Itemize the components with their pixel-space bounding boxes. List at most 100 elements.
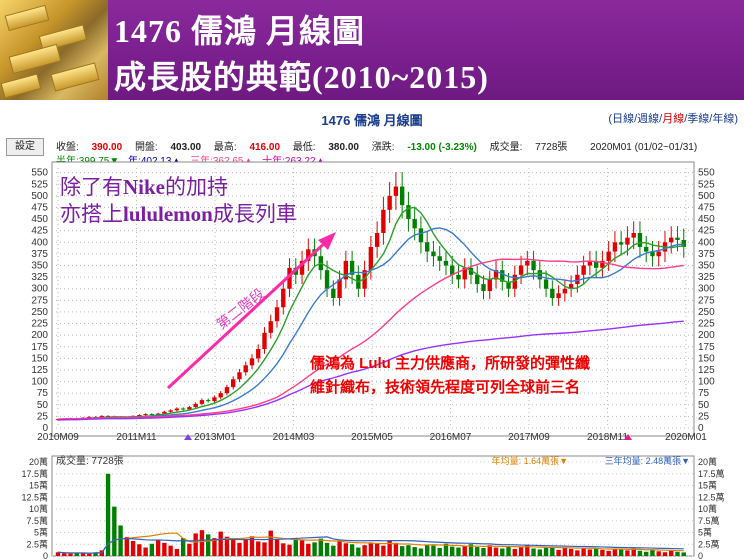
candle-body (193, 403, 198, 408)
settings-button[interactable]: 設定 (6, 138, 44, 156)
ma-year-line (57, 227, 684, 420)
volume-bar (506, 546, 511, 556)
price-tick-left: 350 (31, 261, 48, 272)
volume-bar (562, 547, 568, 556)
price-stats: 收盤: 390.00 開盤: 403.00 最高: 416.00 最低: 380… (56, 142, 698, 153)
candle-body (556, 293, 561, 298)
volume-avg-year-line (57, 532, 684, 554)
volume-bar (180, 538, 186, 556)
volume-bar (681, 552, 686, 556)
price-tick-right: 100 (698, 377, 715, 388)
price-tick-right: 525 (698, 179, 715, 190)
period-selector: (日線/週線/月線/季線/年線) (608, 113, 738, 125)
volume-bar (568, 548, 574, 556)
volume-tick-left: 5萬 (34, 527, 48, 538)
candle-body (324, 270, 330, 289)
volume-tick-left: 17.5萬 (21, 468, 48, 479)
price-tick-right: 25 (698, 411, 710, 422)
volume-bar (631, 548, 636, 556)
volume-bar (625, 550, 630, 556)
marker-triangle (184, 434, 192, 440)
period-daily[interactable]: 日線 (612, 113, 635, 125)
volume-bar (493, 547, 499, 556)
candle-body (568, 284, 574, 289)
annotation-nike: 除了有Nike的加持 亦搭上lululemon成長列車 (60, 175, 297, 226)
volume-tick-right: 15萬 (698, 480, 717, 491)
candle-body (249, 358, 255, 366)
volume-bar (80, 553, 86, 556)
volume-bar (481, 548, 486, 556)
volume-bar (356, 547, 361, 556)
period-yearly[interactable]: 年線 (712, 113, 735, 125)
volume-bar (55, 552, 61, 556)
candle-body (669, 237, 674, 243)
price-tick-left: 25 (37, 411, 49, 422)
annotation-lulu: 儒鴻為 Lulu 主力供應商，所研發的彈性纖 維針織布，技術領先程度可列全球前三… (310, 355, 590, 396)
price-tick-left: 275 (31, 295, 48, 306)
volume-bar (312, 542, 317, 556)
volume-bar (606, 550, 611, 556)
volume-bar (112, 506, 117, 556)
volume-bar (155, 539, 161, 556)
volume-bar (205, 534, 211, 556)
volume-bar (424, 544, 430, 556)
period-quarterly[interactable]: 季線 (687, 113, 710, 125)
volume-bar (456, 547, 461, 556)
candle-body (105, 415, 111, 417)
price-tick-left: 100 (31, 377, 48, 388)
marker-triangle (624, 434, 632, 440)
candle-body (218, 393, 223, 398)
price-tick-left: 175 (31, 342, 48, 353)
volume-bar (500, 548, 505, 556)
candle-body (493, 270, 499, 280)
chart-title: 1476 儒鴻 月線圖 (321, 113, 423, 128)
volume-bar (618, 549, 624, 556)
volume-tick-left: 2.5萬 (26, 538, 48, 549)
volume-bar (249, 536, 255, 556)
volume-bar (337, 541, 342, 556)
price-tick-right: 325 (698, 272, 715, 283)
candle-body (500, 270, 505, 282)
volume-tick-right: 12.5萬 (698, 491, 725, 502)
x-tick-label: 2010M09 (37, 432, 79, 443)
volume-bar (349, 544, 355, 556)
volume-avg-three-year-line (57, 536, 684, 554)
volume-bar (287, 544, 292, 556)
candle-body (518, 265, 524, 275)
candle-body (418, 228, 424, 243)
volume-label: 成交量: 7728張 (56, 454, 124, 467)
period-monthly[interactable]: 月線 (662, 113, 685, 125)
candle-body (331, 288, 336, 298)
open-value: 403.00 (170, 142, 202, 153)
trend-arrow (166, 238, 330, 390)
volume-bar (212, 538, 217, 556)
price-tick-left: 200 (31, 330, 48, 341)
candle-body (550, 288, 555, 298)
price-plot-area (51, 161, 695, 437)
volume-bar (143, 547, 148, 556)
candle-body (306, 249, 311, 261)
period-range: 2020M01 (01/02~01/31) (590, 142, 698, 153)
candle-body (487, 279, 492, 292)
candle-body (393, 186, 399, 196)
volume-value: 7728張 (535, 142, 568, 153)
period-weekly[interactable]: 週線 (637, 113, 660, 125)
volume-bar (174, 548, 180, 556)
x-tick-label: 2011M11 (116, 432, 157, 443)
ma-ten-year-line (57, 320, 684, 421)
candle-body (581, 265, 586, 275)
volume-tick-left: 12.5萬 (21, 491, 48, 502)
x-tick-label: 2016M07 (430, 432, 472, 443)
volume-bar (543, 547, 549, 556)
candle-body (374, 233, 380, 247)
candle-body (606, 251, 611, 261)
candle-body (456, 274, 461, 280)
volume-tick-right: 17.5萬 (698, 468, 725, 479)
volume-bar (593, 548, 599, 556)
close-value: 390.00 (91, 142, 123, 153)
candle-body (600, 260, 605, 268)
volume-bar (87, 553, 92, 556)
candle-body (168, 410, 173, 412)
volume-bar (293, 538, 298, 556)
